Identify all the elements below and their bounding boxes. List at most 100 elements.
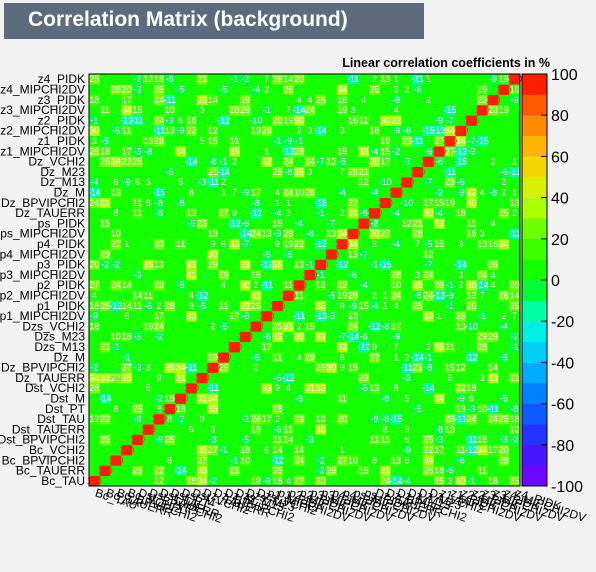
heatmap-cell xyxy=(379,383,392,394)
heatmap-cell xyxy=(326,259,338,270)
heatmap-cell xyxy=(412,413,424,425)
title-box: Correlation Matrix (background) xyxy=(4,3,424,39)
cell-value-label: -3 xyxy=(435,435,443,445)
heatmap-cell xyxy=(250,104,262,116)
heatmap-cell xyxy=(423,372,435,384)
heatmap-cell xyxy=(401,166,413,178)
cell-value-label: 17 xyxy=(380,157,390,167)
heatmap-cell xyxy=(336,321,348,332)
heatmap-cell xyxy=(261,393,273,404)
heatmap-cell xyxy=(175,352,187,363)
heatmap-cell xyxy=(401,156,413,167)
heatmap-cell xyxy=(444,321,456,332)
heatmap-cell xyxy=(121,352,133,363)
heatmap-cell xyxy=(379,434,392,446)
heatmap-cell xyxy=(293,115,305,126)
heatmap-cell xyxy=(99,104,111,116)
heatmap-cell xyxy=(487,444,499,456)
heatmap-cell xyxy=(476,228,488,240)
cell-value-label: -1 xyxy=(90,115,98,125)
cell-value-label: -3 xyxy=(198,177,206,187)
heatmap-cell xyxy=(390,393,402,404)
heatmap-cell xyxy=(185,465,198,476)
cell-value-label: 23 xyxy=(445,177,455,187)
heatmap-cell xyxy=(304,465,316,476)
heatmap-cell xyxy=(89,403,101,415)
cell-value-label: 21 xyxy=(413,363,423,373)
heatmap-cell xyxy=(142,177,154,188)
heatmap-cell xyxy=(390,455,402,466)
y-tick-label: Bc_VCHI2 xyxy=(29,443,85,457)
heatmap-cell xyxy=(196,166,208,178)
heatmap-cell xyxy=(293,197,305,209)
heatmap-cell xyxy=(476,166,488,178)
heatmap-cell xyxy=(444,352,456,363)
heatmap-cell xyxy=(466,125,478,137)
heatmap-cell xyxy=(229,177,241,188)
heatmap-cell xyxy=(476,207,488,219)
heatmap-cell xyxy=(304,207,316,219)
heatmap-cell xyxy=(509,177,521,188)
heatmap-cell xyxy=(282,187,295,198)
heatmap-cell xyxy=(401,465,413,476)
heatmap-cell xyxy=(196,187,208,198)
heatmap-cell xyxy=(282,135,295,147)
heatmap-cell xyxy=(369,74,381,85)
heatmap-cell xyxy=(423,444,435,456)
heatmap-cell xyxy=(142,259,154,270)
cell-value-label: -7 xyxy=(424,177,432,187)
heatmap-cell xyxy=(132,372,144,384)
heatmap-cell xyxy=(282,413,295,425)
cell-value-label: -9 xyxy=(177,126,185,136)
heatmap-cell xyxy=(121,321,133,332)
cell-value-label: -13 xyxy=(454,146,467,156)
heatmap-cell xyxy=(293,104,305,116)
heatmap-cell xyxy=(358,187,370,198)
cell-value-label: -9 xyxy=(349,301,357,311)
heatmap-cell xyxy=(347,187,359,198)
heatmap-cell xyxy=(142,465,154,476)
heatmap-cell xyxy=(433,362,445,373)
heatmap-cell xyxy=(99,424,111,435)
heatmap-cell xyxy=(455,146,467,157)
y-tick-label: Dz_M xyxy=(54,350,85,364)
heatmap-cell xyxy=(121,383,133,394)
cell-value-label: -12 xyxy=(314,239,327,249)
heatmap-cell xyxy=(304,177,316,188)
heatmap-cell xyxy=(272,238,284,250)
cell-value-label: 27 xyxy=(89,280,99,290)
cell-value-label: 6 xyxy=(340,352,345,362)
heatmap-cell xyxy=(358,310,370,322)
heatmap-cell xyxy=(121,403,133,415)
heatmap-cell xyxy=(164,146,176,157)
heatmap-cell xyxy=(293,207,305,219)
heatmap-cell xyxy=(185,321,198,332)
heatmap-cell xyxy=(487,403,499,415)
cell-value-label: 11 xyxy=(445,342,454,352)
heatmap-cell xyxy=(423,197,435,209)
heatmap-cell xyxy=(185,166,198,178)
heatmap-cell xyxy=(175,74,187,85)
heatmap-cell xyxy=(509,465,521,476)
plot-frame xyxy=(88,73,521,487)
heatmap-cell xyxy=(347,383,359,394)
cell-value-label: 100 xyxy=(464,115,479,125)
heatmap-cell xyxy=(476,413,488,425)
heatmap-cell xyxy=(326,197,338,209)
heatmap-cell xyxy=(326,413,338,425)
heatmap-cell xyxy=(261,259,273,270)
heatmap-cell xyxy=(315,84,327,95)
heatmap-cell xyxy=(347,465,359,476)
cell-value-label: -8 xyxy=(371,218,379,228)
heatmap-cell xyxy=(153,424,165,435)
heatmap-cell xyxy=(164,372,176,384)
cell-value-label: 11 xyxy=(176,239,185,249)
heatmap-cell xyxy=(261,424,273,435)
heatmap-cell xyxy=(315,372,327,384)
heatmap-cell xyxy=(412,290,424,301)
heatmap-cell xyxy=(164,280,176,291)
heatmap-cell xyxy=(336,444,348,456)
heatmap-cell xyxy=(272,187,284,198)
heatmap-cell xyxy=(390,249,402,260)
heatmap-cell xyxy=(423,383,435,394)
